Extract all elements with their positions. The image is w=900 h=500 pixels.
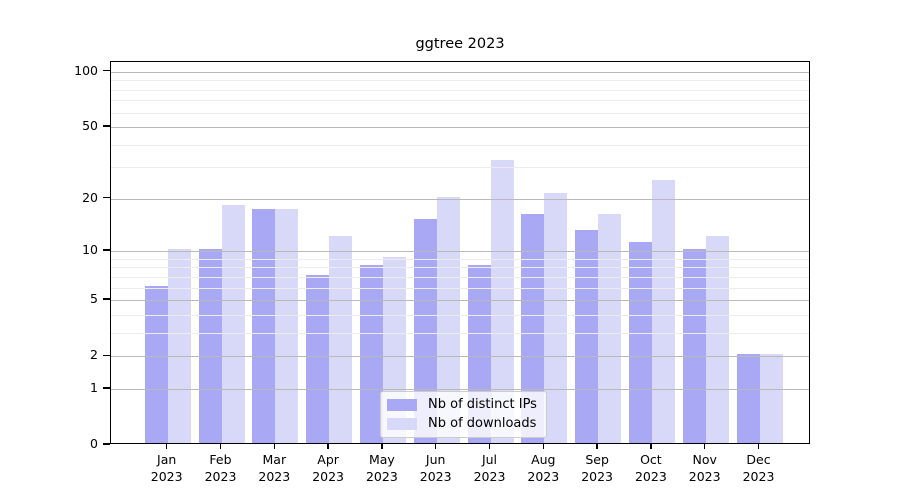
y-tick xyxy=(103,354,110,356)
bar-apr-downloads xyxy=(329,235,353,443)
y-tick xyxy=(103,387,110,389)
x-tick xyxy=(650,444,652,449)
x-tick-month: Jan xyxy=(157,452,177,467)
x-tick-month: Oct xyxy=(640,452,662,467)
x-tick-label: Apr 2023 xyxy=(300,451,356,485)
legend-label-distinct-ips: Nb of distinct IPs xyxy=(428,397,537,412)
x-tick-year: 2023 xyxy=(742,469,775,484)
x-tick-year: 2023 xyxy=(688,469,721,484)
legend-swatch-downloads-icon xyxy=(387,418,417,430)
y-tick-label: 20 xyxy=(82,189,98,205)
legend-item-downloads: Nb of downloads xyxy=(387,416,537,432)
bar-oct-downloads xyxy=(651,179,675,443)
x-tick-label: May 2023 xyxy=(354,451,410,485)
y-tick xyxy=(103,249,110,251)
y-tick xyxy=(103,125,110,127)
x-tick-label: Dec 2023 xyxy=(731,451,787,485)
bar-dec-distinct-ips xyxy=(736,354,760,443)
x-tick-label: Aug 2023 xyxy=(515,451,571,485)
x-tick-year: 2023 xyxy=(581,469,613,484)
legend-label-downloads: Nb of downloads xyxy=(428,416,537,431)
x-tick-label: Jan 2023 xyxy=(139,451,195,485)
x-tick-month: Nov xyxy=(692,452,717,467)
bar-feb-distinct-ips xyxy=(198,249,222,443)
bars-layer xyxy=(111,62,809,443)
x-tick-label: Sep 2023 xyxy=(569,451,625,485)
bar-dec-downloads xyxy=(759,354,783,443)
x-tick xyxy=(219,444,222,449)
y-tick-label: 10 xyxy=(82,242,98,258)
x-tick xyxy=(435,444,437,449)
y-tick-label: 5 xyxy=(90,291,98,307)
y-tick-label: 1 xyxy=(90,379,98,395)
legend: Nb of distinct IPs Nb of downloads xyxy=(380,391,547,438)
x-tick xyxy=(166,444,168,449)
bar-jan-downloads xyxy=(167,249,191,443)
x-tick xyxy=(381,444,383,449)
x-tick xyxy=(488,444,491,449)
bar-nov-distinct-ips xyxy=(682,249,706,443)
x-tick-year: 2023 xyxy=(634,469,667,484)
x-tick xyxy=(542,444,544,449)
x-tick-month: Jul xyxy=(481,452,498,467)
y-tick-label: 2 xyxy=(90,347,98,363)
y-tick xyxy=(103,298,110,300)
y-tick xyxy=(103,70,110,72)
x-tick-label: Jun 2023 xyxy=(408,451,464,485)
legend-item-distinct-ips: Nb of distinct IPs xyxy=(387,397,537,413)
bar-nov-downloads xyxy=(705,235,729,443)
x-tick-label: Nov 2023 xyxy=(677,451,733,485)
legend-swatch-distinct-ips-icon xyxy=(387,399,417,411)
chart-title: ggtree 2023 xyxy=(415,36,505,52)
x-tick-year: 2023 xyxy=(527,469,560,484)
x-tick-month: Apr xyxy=(317,452,339,467)
x-tick-month: Feb xyxy=(209,452,232,467)
y-tick-label: 0 xyxy=(90,436,98,451)
x-tick-year: 2023 xyxy=(473,469,506,484)
bar-oct-distinct-ips xyxy=(628,242,652,443)
bar-sep-downloads xyxy=(598,213,622,443)
x-tick-month: May xyxy=(368,452,395,467)
bar-may-distinct-ips xyxy=(359,265,383,443)
bar-jun-downloads xyxy=(436,196,460,443)
bar-jul-downloads xyxy=(490,160,514,443)
x-tick xyxy=(596,444,598,449)
plot-area xyxy=(110,61,810,444)
bar-aug-distinct-ips xyxy=(521,213,545,443)
x-tick xyxy=(757,444,760,449)
x-tick-year: 2023 xyxy=(312,469,344,484)
x-tick xyxy=(327,444,329,449)
y-tick-label: 50 xyxy=(82,118,98,133)
x-tick-label: Jul 2023 xyxy=(462,451,518,485)
bar-aug-downloads xyxy=(544,193,568,443)
y-tick xyxy=(103,443,110,445)
x-tick-year: 2023 xyxy=(204,469,237,484)
x-tick-label: Oct 2023 xyxy=(623,451,679,485)
x-tick-month: Aug xyxy=(531,452,556,467)
bar-jun-distinct-ips xyxy=(413,218,437,443)
y-tick-label: 100 xyxy=(74,62,98,78)
x-tick-label: Mar 2023 xyxy=(246,451,302,485)
x-tick xyxy=(273,444,275,449)
bar-sep-distinct-ips xyxy=(575,229,599,443)
x-tick-year: 2023 xyxy=(258,469,291,484)
x-tick xyxy=(704,444,706,449)
x-tick-month: Dec xyxy=(746,452,771,467)
bar-jan-distinct-ips xyxy=(144,285,168,443)
bar-mar-distinct-ips xyxy=(252,209,276,443)
bar-apr-distinct-ips xyxy=(306,274,330,443)
x-tick-month: Sep xyxy=(585,452,609,467)
x-tick-year: 2023 xyxy=(150,469,183,484)
y-tick xyxy=(103,197,110,199)
x-tick-year: 2023 xyxy=(365,469,398,484)
x-tick-month: Jun xyxy=(425,452,446,467)
bar-feb-downloads xyxy=(221,204,245,443)
x-tick-year: 2023 xyxy=(419,469,452,484)
x-tick-label: Feb 2023 xyxy=(193,451,249,485)
x-tick-month: Mar xyxy=(262,452,287,467)
bar-mar-downloads xyxy=(275,209,299,443)
